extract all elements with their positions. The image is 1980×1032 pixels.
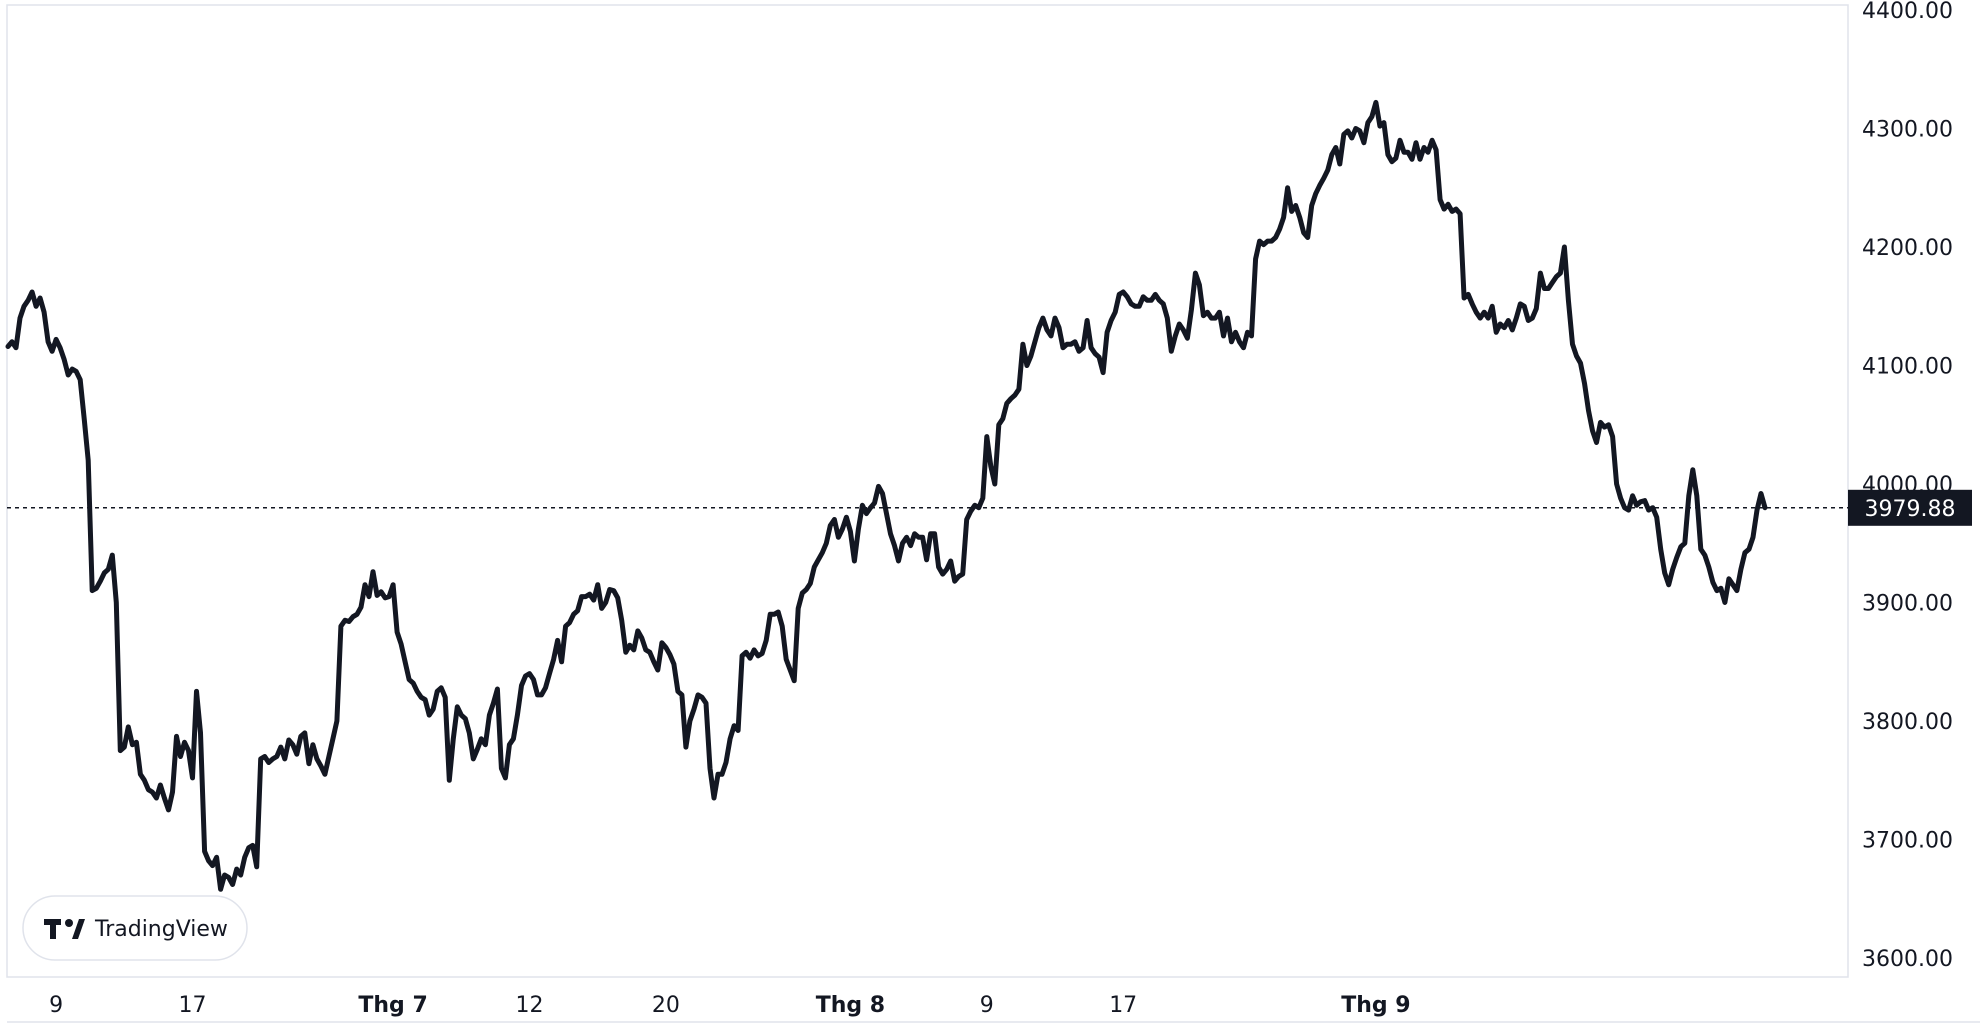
x-tick-label: Thg 9 <box>1341 993 1410 1018</box>
x-tick-label: Thg 7 <box>358 993 427 1018</box>
tradingview-badge-bg <box>22 895 248 961</box>
tradingview-logo-icon <box>44 919 85 939</box>
price-series-line <box>5 99 1768 892</box>
x-tick-label: 17 <box>1109 993 1137 1018</box>
y-tick-label: 4200.00 <box>1862 236 1953 261</box>
y-tick-label: 3600.00 <box>1862 947 1953 972</box>
time-axis[interactable]: 9 17 Thg 7 12 20 Thg 8 9 17 Thg 9 <box>49 993 1410 1018</box>
y-tick-label: 4400.00 <box>1862 0 1953 24</box>
y-tick-label: 3900.00 <box>1862 592 1953 617</box>
x-tick-label: 17 <box>179 993 207 1018</box>
price-axis[interactable]: 3600.003700.003800.003900.004000.004100.… <box>1862 0 1953 972</box>
last-price-label: 3979.88 <box>1848 489 1972 526</box>
y-tick-label: 3700.00 <box>1862 829 1953 854</box>
plot-frame <box>6 4 1849 978</box>
last-price-label-text: 3979.88 <box>1865 497 1956 522</box>
y-tick-label: 4100.00 <box>1862 355 1953 380</box>
x-tick-label: 9 <box>49 993 63 1018</box>
x-tick-label: 12 <box>516 993 544 1018</box>
x-tick-label: Thg 8 <box>816 993 885 1018</box>
x-tick-label: 20 <box>652 993 680 1018</box>
last-price-label-bg <box>1848 489 1972 526</box>
tradingview-badge[interactable]: TradingView <box>22 895 248 961</box>
x-tick-label: 9 <box>980 993 994 1018</box>
tradingview-logo-text: TradingView <box>94 917 228 942</box>
y-tick-label: 3800.00 <box>1862 710 1953 735</box>
y-tick-label: 4300.00 <box>1862 118 1953 143</box>
